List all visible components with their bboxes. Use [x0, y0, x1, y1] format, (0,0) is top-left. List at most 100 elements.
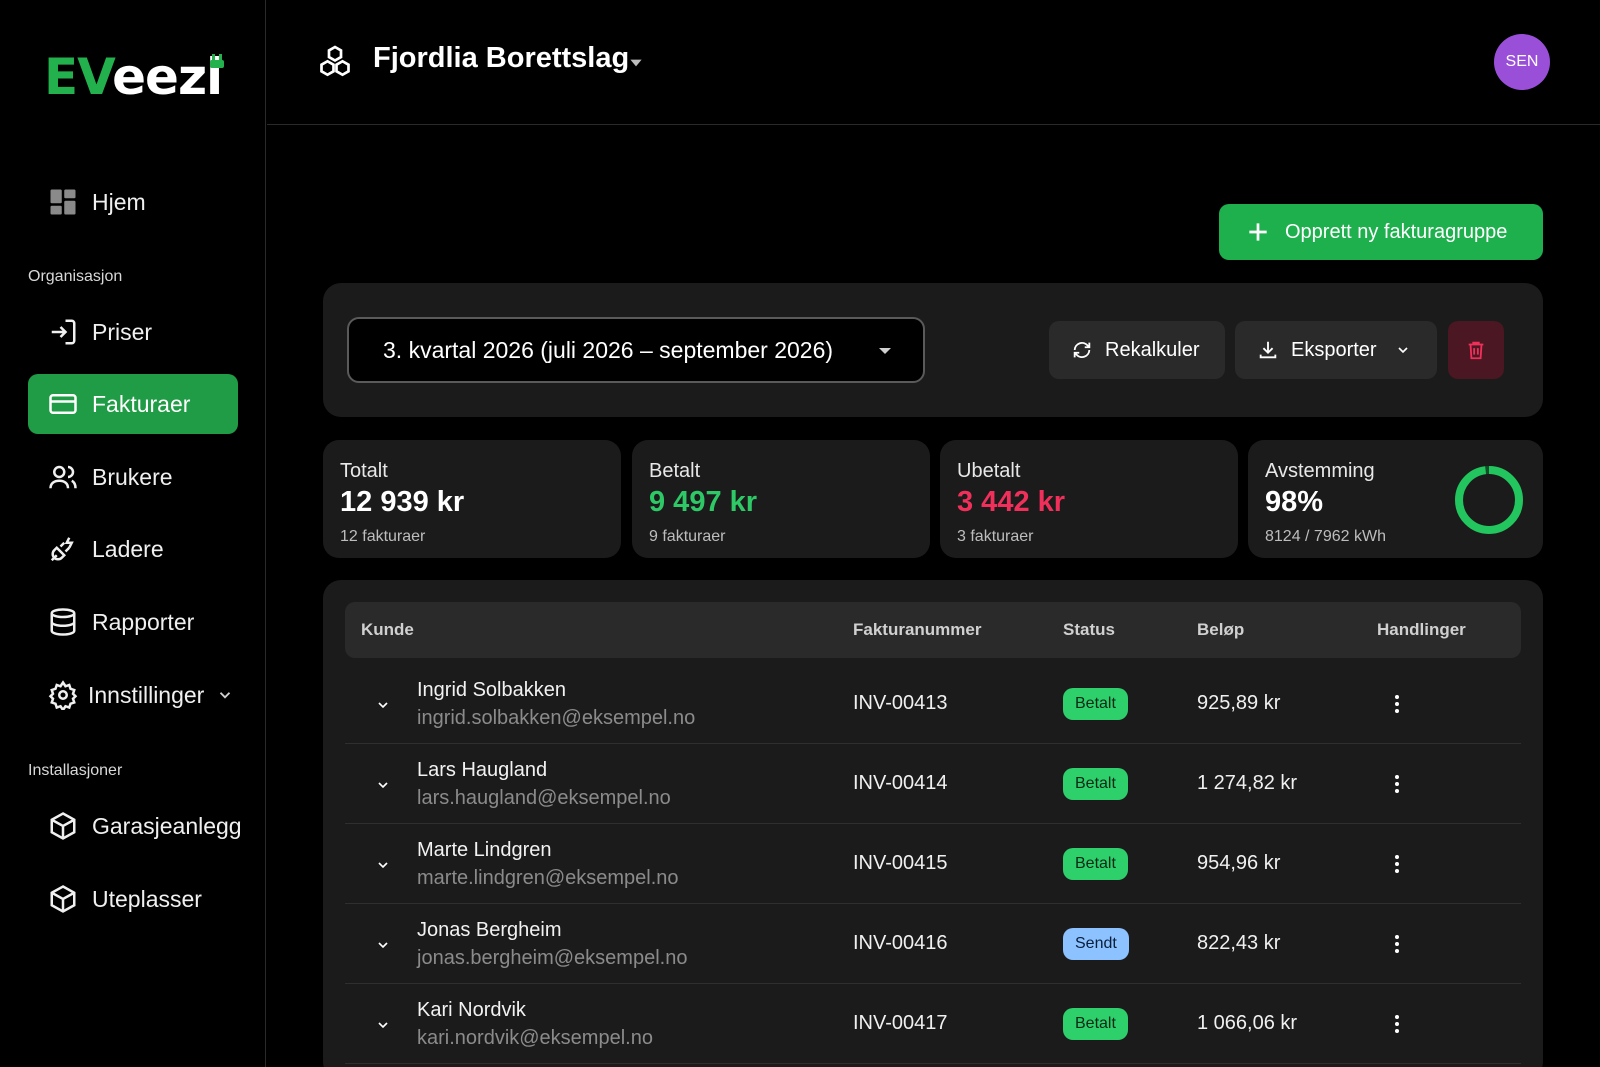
customer-name: Jonas Bergheim: [417, 919, 562, 941]
stat-value: 12 939 kr: [340, 486, 465, 518]
status-badge: Betalt: [1063, 1008, 1128, 1040]
sidebar-item-reports[interactable]: Rapporter: [28, 592, 238, 652]
more-vertical-icon[interactable]: [1385, 692, 1409, 716]
logo-ev: EV: [44, 48, 113, 106]
trash-icon: [1468, 341, 1484, 360]
sidebar-item-home[interactable]: Hjem: [28, 172, 238, 232]
invoice-amount: 822,43 kr: [1197, 932, 1281, 954]
organisation-icon: [320, 45, 350, 77]
gear-icon: [48, 680, 78, 710]
refresh-icon: [1073, 342, 1091, 358]
download-icon: [1259, 341, 1277, 359]
invoice-number: INV-00414: [853, 772, 948, 794]
nav-section-organisation: Organisasjon: [28, 268, 123, 285]
create-invoice-group-button[interactable]: Opprett ny fakturagruppe: [1219, 204, 1543, 260]
delete-button[interactable]: [1448, 321, 1504, 379]
sidebar-item-label: Garasjeanlegg: [92, 812, 242, 839]
chevron-down-icon[interactable]: [375, 777, 391, 793]
sidebar-item-settings[interactable]: Innstillinger: [28, 665, 238, 725]
column-header-amount[interactable]: Beløp: [1197, 620, 1245, 639]
period-select-value: 3. kvartal 2026 (juli 2026 – september 2…: [383, 336, 834, 363]
sidebar-item-chargers[interactable]: Ladere: [28, 519, 238, 579]
sidebar-item-label: Priser: [92, 318, 153, 345]
sidebar-item-label: Innstillinger: [88, 681, 205, 708]
stat-card-total: Totalt 12 939 kr 12 fakturaer: [323, 440, 621, 558]
table-row[interactable]: Jonas Bergheim jonas.bergheim@eksempel.n…: [345, 904, 1521, 984]
filter-panel: 3. kvartal 2026 (juli 2026 – september 2…: [323, 283, 1543, 417]
logo-eezi: eezi: [112, 48, 223, 106]
table-row[interactable]: Lars Haugland lars.haugland@eksempel.no …: [345, 744, 1521, 824]
invoice-amount: 925,89 kr: [1197, 692, 1281, 714]
stat-sub: 12 fakturaer: [340, 528, 426, 545]
chevron-down-icon[interactable]: [375, 937, 391, 953]
stat-value: 98%: [1265, 486, 1324, 518]
status-badge: Betalt: [1063, 768, 1128, 800]
stat-sub: 9 fakturaer: [649, 528, 726, 545]
sidebar-item-outdoor[interactable]: Uteplasser: [28, 869, 238, 929]
reconciliation-progress-ring: [1455, 466, 1523, 534]
sidebar-item-label: Uteplasser: [92, 885, 202, 912]
sidebar-item-invoices[interactable]: Fakturaer: [28, 374, 238, 434]
stat-value: 9 497 kr: [649, 486, 758, 518]
more-vertical-icon[interactable]: [1385, 1012, 1409, 1036]
sidebar-item-label: Hjem: [92, 188, 146, 215]
status-badge: Betalt: [1063, 688, 1128, 720]
customer-email: kari.nordvik@eksempel.no: [417, 1027, 653, 1049]
chevron-down-icon[interactable]: [216, 686, 234, 704]
status-badge: Sendt: [1063, 928, 1129, 960]
stat-card-reconciliation: Avstemming 98% 8124 / 7962 kWh: [1248, 440, 1543, 558]
cube-icon: [50, 885, 76, 913]
sign-in-icon: [51, 319, 76, 345]
users-icon: [49, 465, 77, 489]
column-header-customer[interactable]: Kunde: [361, 620, 414, 639]
create-button-label: Opprett ny fakturagruppe: [1285, 220, 1508, 243]
credit-card-icon: [49, 394, 77, 414]
chevron-down-icon[interactable]: [375, 857, 391, 873]
invoice-amount: 1 066,06 kr: [1197, 1012, 1298, 1034]
customer-email: marte.lindgren@eksempel.no: [417, 867, 679, 889]
sidebar-item-garage[interactable]: Garasjeanlegg: [28, 796, 242, 856]
sidebar-item-users[interactable]: Brukere: [28, 447, 238, 507]
invoice-amount: 954,96 kr: [1197, 852, 1281, 874]
table-row[interactable]: Marte Lindgren marte.lindgren@eksempel.n…: [345, 824, 1521, 904]
dashboard-icon: [50, 189, 76, 215]
stat-label: Avstemming: [1265, 460, 1375, 482]
sidebar-item-label: Fakturaer: [92, 390, 191, 417]
table-row[interactable]: Kari Nordvik kari.nordvik@eksempel.no IN…: [345, 984, 1521, 1064]
top-header: Fjordlia Borettslag SEN: [267, 0, 1600, 125]
stat-label: Totalt: [340, 460, 388, 482]
more-vertical-icon[interactable]: [1385, 772, 1409, 796]
stat-sub: 3 fakturaer: [957, 528, 1034, 545]
customer-email: ingrid.solbakken@eksempel.no: [417, 707, 696, 729]
period-select[interactable]: 3. kvartal 2026 (juli 2026 – september 2…: [347, 317, 925, 383]
plug-charger-icon: [50, 537, 74, 562]
sidebar: EVeezi Hjem Organisasjon Priser: [0, 0, 266, 1067]
chevron-down-icon[interactable]: [375, 1017, 391, 1033]
customer-name: Kari Nordvik: [417, 999, 526, 1021]
customer-email: lars.haugland@eksempel.no: [417, 787, 671, 809]
export-button[interactable]: Eksporter: [1235, 321, 1437, 379]
invoice-number: INV-00415: [853, 852, 948, 874]
recalculate-button[interactable]: Rekalkuler: [1049, 321, 1225, 379]
sidebar-item-prices[interactable]: Priser: [28, 302, 238, 362]
column-header-status[interactable]: Status: [1063, 620, 1115, 639]
cube-icon: [50, 812, 76, 840]
avatar[interactable]: SEN: [1494, 34, 1550, 90]
chevron-down-icon: [1398, 347, 1408, 354]
column-header-actions: Handlinger: [1377, 620, 1466, 639]
more-vertical-icon[interactable]: [1385, 932, 1409, 956]
nav-section-installations: Installasjoner: [28, 762, 123, 779]
stat-label: Ubetalt: [957, 460, 1021, 482]
customer-name: Lars Haugland: [417, 759, 548, 781]
stat-sub: 8124 / 7962 kWh: [1265, 528, 1386, 545]
customer-name: Marte Lindgren: [417, 839, 552, 861]
caret-down-icon[interactable]: [627, 54, 645, 72]
brand-logo[interactable]: EVeezi: [44, 52, 225, 102]
stat-label: Betalt: [649, 460, 701, 482]
column-header-invoice[interactable]: Fakturanummer: [853, 620, 982, 639]
chevron-down-icon[interactable]: [375, 697, 391, 713]
organisation-title[interactable]: Fjordlia Borettslag: [373, 42, 630, 74]
table-row[interactable]: Ingrid Solbakken ingrid.solbakken@eksemp…: [345, 664, 1521, 744]
more-vertical-icon[interactable]: [1385, 852, 1409, 876]
